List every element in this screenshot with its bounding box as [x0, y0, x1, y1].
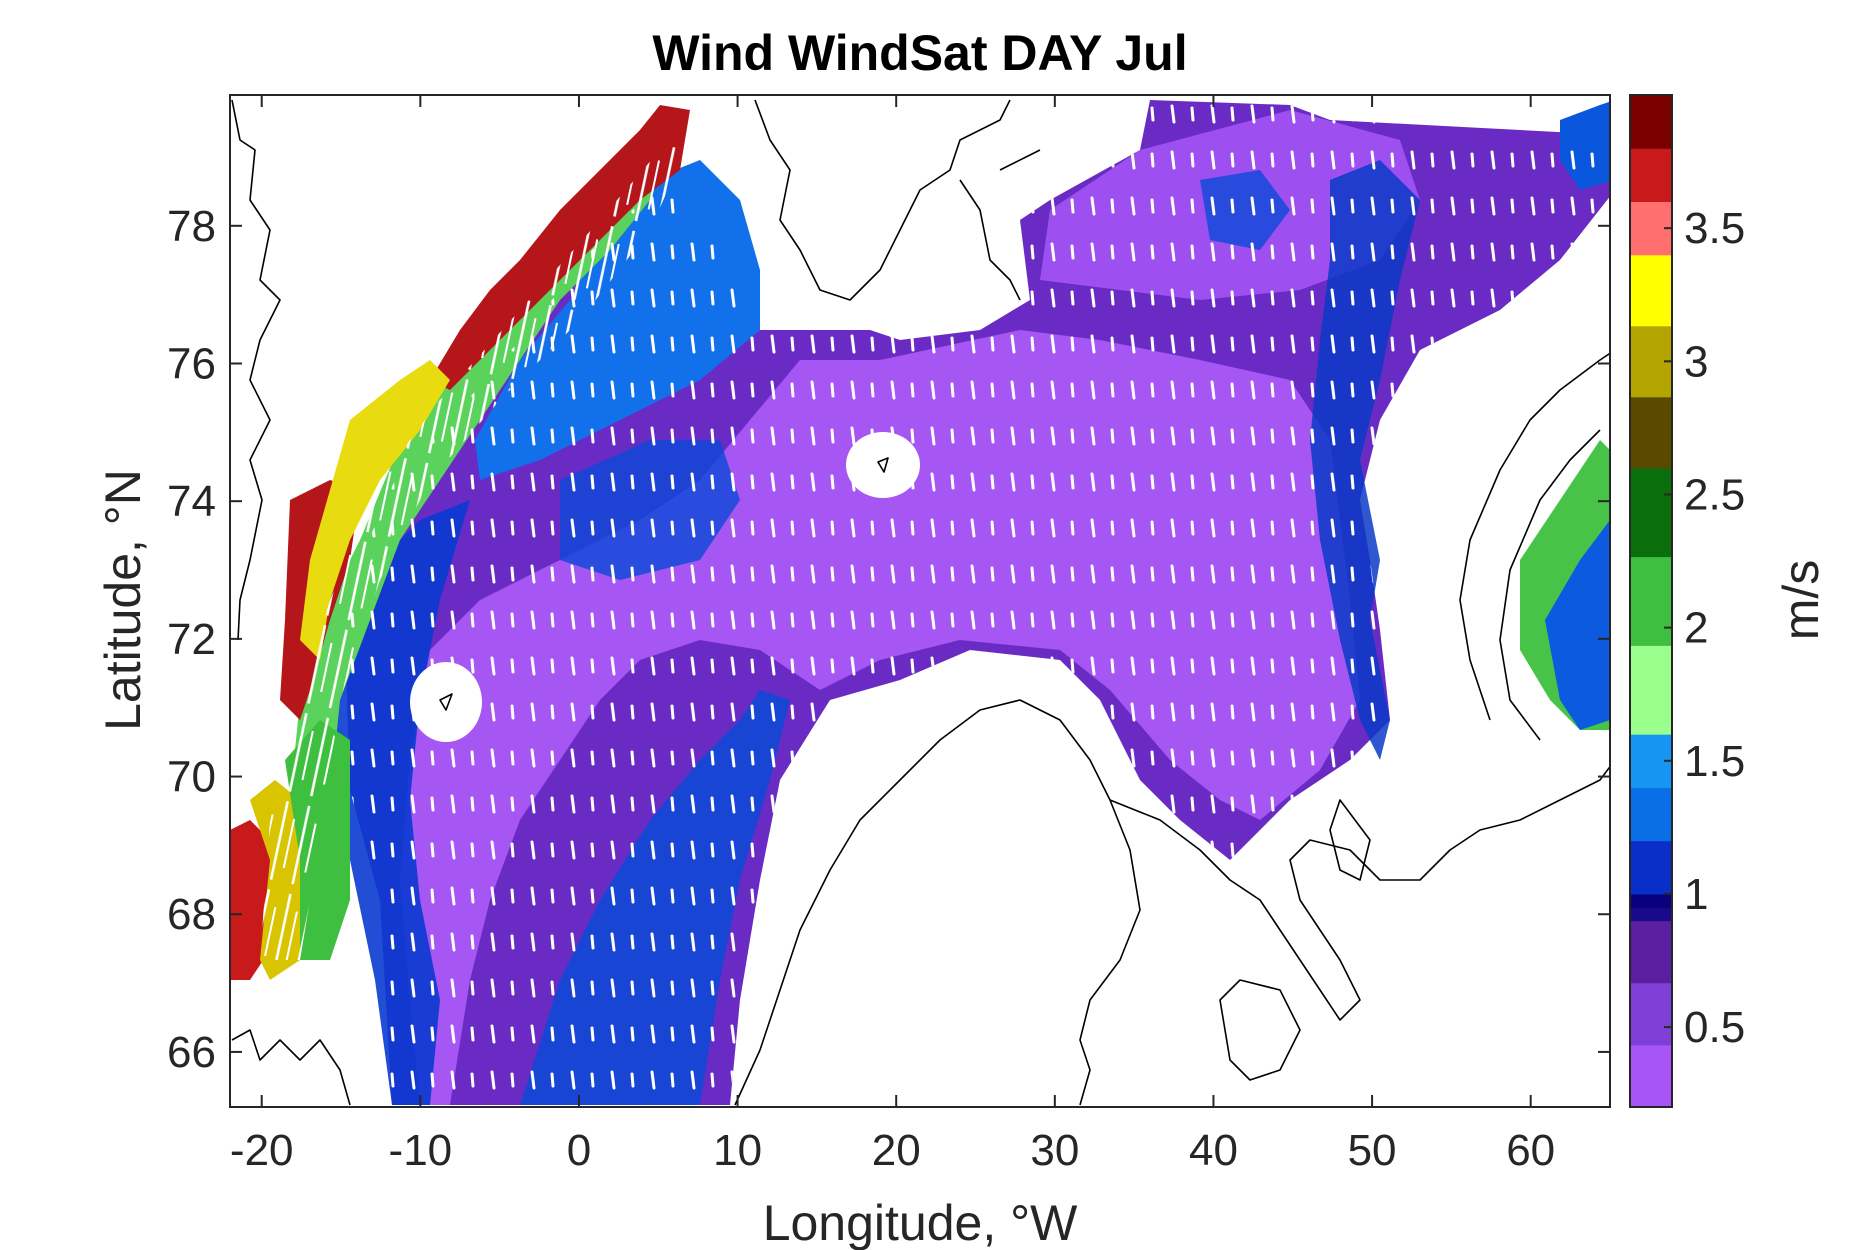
y-tick-label: 72	[167, 615, 216, 664]
y-tick-label: 74	[167, 477, 216, 526]
white-sea-coast	[1219, 979, 1301, 1081]
colorbar-tick-label: 1	[1684, 870, 1708, 919]
jan-mayen-gap	[410, 662, 482, 742]
y-axis-ticks: 66 68 70 72 74 76 78	[167, 202, 1610, 1077]
colorbar-tick-label: 3.5	[1684, 204, 1745, 253]
x-axis-ticks: -20 -10 0 10 20 30 40 50 60	[230, 95, 1555, 1175]
x-tick-label: 60	[1506, 1126, 1555, 1175]
svalbard-coast	[754, 99, 1041, 301]
yellow-band	[300, 360, 450, 660]
norway-coast	[734, 699, 1141, 1106]
map-axes	[229, 94, 1611, 1108]
wind-vectors-strong	[260, 140, 690, 960]
colorbar-gradient	[1630, 95, 1672, 1108]
colorbar-swatch	[1630, 982, 1672, 1046]
novaya-zemlya-coast	[1459, 352, 1610, 741]
x-tick-label: 40	[1189, 1126, 1238, 1175]
colorbar-tick-label: 2.5	[1684, 470, 1745, 519]
x-tick-label: 20	[872, 1126, 921, 1175]
colorbar-tick-label: 0.5	[1684, 1003, 1745, 1052]
colorbar-tick-label: 2	[1684, 604, 1708, 653]
greenland-coast	[231, 99, 351, 1106]
y-tick-label: 78	[167, 202, 216, 251]
bear-island-coast	[877, 457, 889, 473]
map-title: Wind WindSat DAY Jul	[652, 25, 1187, 81]
colorbar-frame	[1629, 94, 1673, 1108]
colorbar-swatch	[1630, 148, 1672, 203]
colorbar-swatch	[1630, 907, 1672, 922]
colorbar-swatch	[1630, 556, 1672, 646]
x-tick-label: 50	[1348, 1126, 1397, 1175]
x-tick-label: -20	[230, 1126, 294, 1175]
x-tick-label: 30	[1030, 1126, 1079, 1175]
y-tick-label: 76	[167, 339, 216, 388]
high-wind-north	[430, 105, 690, 390]
colorbar-swatch	[1630, 1044, 1672, 1108]
colorbar-tick-label: 3	[1684, 337, 1708, 386]
novaya-zemlya-blue	[1545, 520, 1610, 730]
colorbar-swatch	[1630, 920, 1672, 984]
y-tick-label: 68	[167, 890, 216, 939]
x-tick-label: 0	[567, 1126, 591, 1175]
y-tick-label: 66	[167, 1028, 216, 1077]
colorbar-tick-label: 1.5	[1684, 737, 1745, 786]
x-tick-label: -10	[389, 1126, 453, 1175]
colorbar-swatch	[1630, 396, 1672, 469]
x-tick-label: 10	[713, 1126, 762, 1175]
colorbar-swatch	[1630, 787, 1672, 842]
colorbar-swatch	[1630, 467, 1672, 558]
colorbar-label: m/s	[1773, 560, 1829, 641]
kanin-coast	[1329, 799, 1371, 881]
colorbar-swatch	[1630, 95, 1672, 149]
y-tick-label: 70	[167, 753, 216, 802]
wind-vectors	[345, 100, 1610, 1105]
coastlines	[231, 99, 1610, 1106]
wind-speed-field	[230, 100, 1610, 1105]
colorbar-swatch	[1630, 254, 1672, 327]
bear-island-gap	[846, 432, 920, 498]
kola-coast	[1109, 765, 1610, 1021]
high-wind-southwest	[230, 820, 270, 980]
colorbar-swatch	[1630, 840, 1672, 895]
colorbar-swatch	[1630, 893, 1672, 908]
colorbar-swatch	[1630, 645, 1672, 735]
colorbar-ticks: 0.5 1 1.5 2 2.5 3 3.5	[1664, 204, 1745, 1052]
y-axis-label: Latitude, °N	[95, 469, 151, 731]
x-axis-label: Longitude, °W	[763, 1195, 1078, 1250]
jan-mayen-coast	[439, 693, 453, 711]
